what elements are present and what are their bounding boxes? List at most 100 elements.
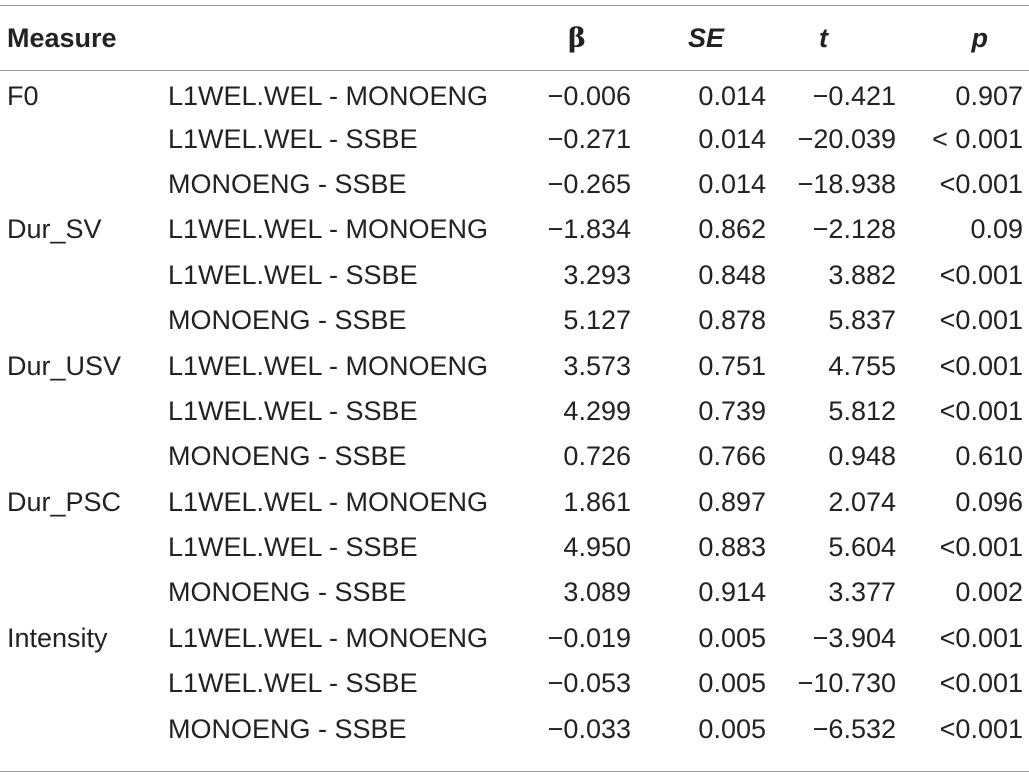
table-header: Measure β SE t p (0, 5, 1029, 71)
measure-cell (0, 525, 162, 570)
table-row: MONOENG - SSBE −0.033 0.005 −6.532 <0.001 (0, 706, 1029, 751)
t-cell: 5.837 (828, 305, 896, 336)
measure-cell (0, 570, 162, 615)
contrast-cell: MONOENG - SSBE (168, 441, 407, 472)
measure-cell (0, 162, 162, 207)
measure-cell: F0 (7, 81, 39, 112)
beta-cell: 3.293 (563, 259, 631, 290)
measure-cell: Dur_SV (7, 214, 102, 245)
header-measure: Measure (7, 22, 117, 53)
p-cell: <0.001 (939, 259, 1023, 290)
p-cell: < 0.001 (932, 123, 1023, 154)
t-cell: −10.730 (797, 668, 896, 699)
beta-cell: −0.006 (547, 81, 631, 112)
beta-cell: 4.950 (563, 532, 631, 563)
t-cell: −18.938 (797, 168, 896, 199)
beta-cell: 5.127 (563, 305, 631, 336)
contrast-cell: L1WEL.WEL - MONOENG (168, 81, 489, 112)
t-cell: 5.604 (828, 532, 896, 563)
measure-cell (0, 116, 162, 161)
beta-cell: 4.299 (563, 395, 631, 426)
measure-cell (0, 253, 162, 298)
beta-cell: 1.861 (563, 486, 631, 517)
se-cell: 0.005 (698, 713, 766, 744)
table-row: Intensity L1WEL.WEL - MONOENG −0.019 0.005 −… (0, 616, 1029, 661)
p-cell: <0.001 (939, 395, 1023, 426)
contrast-cell: MONOENG - SSBE (168, 577, 407, 608)
contrast-cell: L1WEL.WEL - MONOENG (168, 622, 489, 653)
se-cell: 0.848 (698, 259, 766, 290)
t-cell: 0.948 (828, 441, 896, 472)
table-row: MONOENG - SSBE 0.726 0.766 0.948 0.610 (0, 434, 1029, 479)
t-cell: 2.074 (828, 486, 896, 517)
contrast-cell: MONOENG - SSBE (168, 713, 407, 744)
measure-cell: Dur_PSC (7, 486, 122, 517)
results-table: Measure β SE t p F0 L1WEL.WEL - MONOENG −0… (0, 5, 1029, 752)
p-cell: <0.001 (939, 713, 1023, 744)
p-cell: <0.001 (939, 622, 1023, 653)
header-row: Measure β SE t p (0, 5, 1029, 71)
se-cell: 0.897 (698, 486, 766, 517)
header-rule (0, 70, 1029, 71)
table-row: Dur_SV L1WEL.WEL - MONOENG −1.834 0.862 −2.1… (0, 207, 1029, 252)
header-t: t (819, 22, 828, 53)
se-cell: 0.014 (698, 123, 766, 154)
beta-cell: −1.834 (547, 214, 631, 245)
se-cell: 0.878 (698, 305, 766, 336)
table-row: L1WEL.WEL - SSBE −0.053 0.005 −10.730 <0.001 (0, 661, 1029, 706)
p-cell: 0.002 (955, 577, 1023, 608)
beta-cell: −0.033 (547, 713, 631, 744)
beta-cell: 3.573 (563, 350, 631, 381)
measure-cell (0, 434, 162, 479)
se-cell: 0.914 (698, 577, 766, 608)
table-row: MONOENG - SSBE −0.265 0.014 −18.938 <0.001 (0, 162, 1029, 207)
contrast-cell: MONOENG - SSBE (168, 305, 407, 336)
table-row: L1WEL.WEL - SSBE −0.271 0.014 −20.039 < 0.00… (0, 116, 1029, 161)
contrast-cell: L1WEL.WEL - SSBE (168, 668, 418, 699)
top-rule (0, 5, 1029, 6)
se-cell: 0.005 (698, 622, 766, 653)
t-cell: −0.421 (812, 81, 896, 112)
measure-cell: Dur_USV (7, 350, 122, 381)
table-row: Dur_PSC L1WEL.WEL - MONOENG 1.861 0.897 2.07… (0, 480, 1029, 525)
contrast-cell: L1WEL.WEL - MONOENG (168, 214, 489, 245)
header-beta: β (568, 22, 586, 54)
se-cell: 0.005 (698, 668, 766, 699)
table-row: L1WEL.WEL - SSBE 4.299 0.739 5.812 <0.001 (0, 389, 1029, 434)
table-row: L1WEL.WEL - SSBE 3.293 0.848 3.882 <0.001 (0, 253, 1029, 298)
contrast-cell: L1WEL.WEL - SSBE (168, 259, 418, 290)
contrast-cell: L1WEL.WEL - SSBE (168, 123, 418, 154)
measure-cell (0, 389, 162, 434)
t-cell: −2.128 (812, 214, 896, 245)
p-cell: 0.096 (955, 486, 1023, 517)
table-body: F0 L1WEL.WEL - MONOENG −0.006 0.014 −0.421 0.… (0, 71, 1029, 752)
se-cell: 0.739 (698, 395, 766, 426)
table-row: F0 L1WEL.WEL - MONOENG −0.006 0.014 −0.421 0.… (0, 71, 1029, 116)
se-cell: 0.014 (698, 168, 766, 199)
se-cell: 0.862 (698, 214, 766, 245)
p-cell: <0.001 (939, 668, 1023, 699)
se-cell: 0.883 (698, 532, 766, 563)
contrast-cell: L1WEL.WEL - SSBE (168, 395, 418, 426)
p-cell: <0.001 (939, 532, 1023, 563)
table-row: Dur_USV L1WEL.WEL - MONOENG 3.573 0.751 4.75… (0, 343, 1029, 388)
p-cell: 0.09 (970, 214, 1023, 245)
p-cell: <0.001 (939, 168, 1023, 199)
t-cell: −6.532 (812, 713, 896, 744)
measure-cell: Intensity (7, 622, 108, 653)
t-cell: 4.755 (828, 350, 896, 381)
bottom-rule (0, 771, 1029, 772)
se-cell: 0.751 (698, 350, 766, 381)
measure-cell (0, 298, 162, 343)
contrast-cell: L1WEL.WEL - MONOENG (168, 486, 489, 517)
measure-cell (0, 706, 162, 751)
t-cell: 3.377 (828, 577, 896, 608)
contrast-cell: MONOENG - SSBE (168, 168, 407, 199)
table-row: MONOENG - SSBE 5.127 0.878 5.837 <0.001 (0, 298, 1029, 343)
header-se: SE (688, 22, 725, 53)
beta-cell: −0.265 (547, 168, 631, 199)
contrast-cell: L1WEL.WEL - SSBE (168, 532, 418, 563)
beta-cell: 0.726 (563, 441, 631, 472)
beta-cell: −0.271 (547, 123, 631, 154)
